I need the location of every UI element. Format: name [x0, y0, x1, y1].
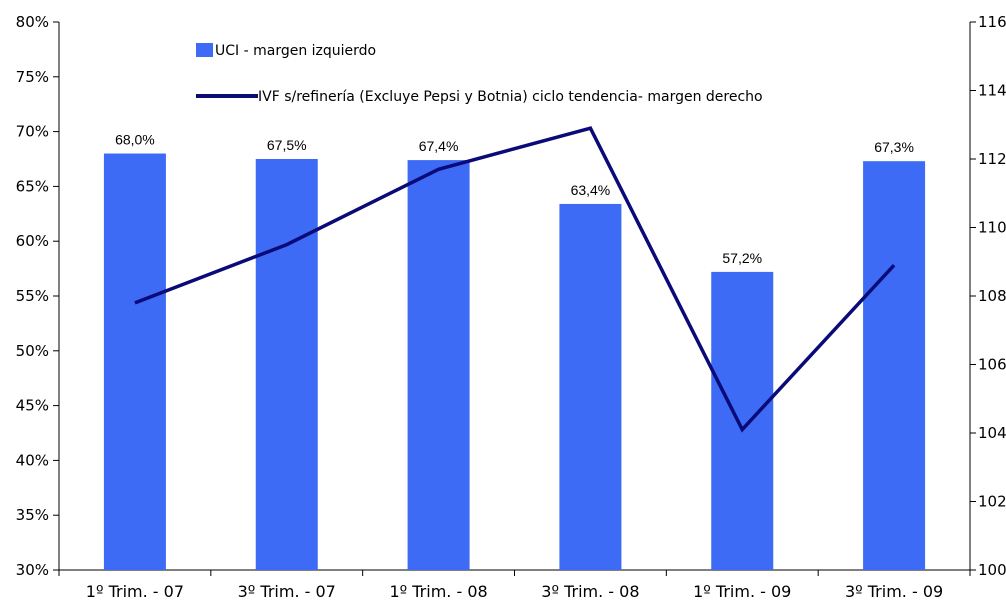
y-right-tick-label: 112 [978, 150, 1006, 168]
line-path [134, 126, 896, 433]
bar [407, 160, 470, 570]
y-right-tick-label: 102 [978, 493, 1006, 511]
y-right-tick-label: 106 [978, 356, 1006, 374]
x-tick-label: 3º Trim. - 09 [845, 582, 943, 601]
axes: 30% 35% 40% 45% 50% 55% 60% 65% 70% 75% 80% 100 102 1… [16, 13, 1006, 601]
bar-data-label: 57,2% [722, 250, 762, 266]
y-right-tick-label: 116 [978, 13, 1006, 31]
bar-data-label: 68,0% [115, 132, 155, 148]
legend: UCI - margen izquierdo IVF s/refinería (… [196, 43, 763, 105]
x-tick-label: 1º Trim. - 08 [389, 582, 487, 601]
y-left-tick-label: 45% [16, 397, 49, 415]
y-right-tick-label: 110 [978, 219, 1006, 237]
x-tick-label: 1º Trim. - 07 [86, 582, 184, 601]
x-tick-label: 3º Trim. - 08 [541, 582, 639, 601]
y-left-tick-label: 40% [16, 451, 49, 469]
line-series [134, 126, 896, 433]
y-right-tick-label: 108 [978, 287, 1006, 305]
bar [711, 271, 774, 570]
y-left-tick-label: 35% [16, 506, 49, 524]
y-left-tick-label: 80% [16, 13, 49, 31]
y-left-tick-label: 60% [16, 232, 49, 250]
bar [559, 203, 622, 570]
bar [863, 161, 926, 570]
bar-data-label: 67,5% [267, 137, 307, 153]
bar-data-label: 67,3% [874, 139, 914, 155]
x-tick-label: 3º Trim. - 07 [238, 582, 336, 601]
y-right-tick-label: 104 [978, 424, 1006, 442]
bar-data-label: 63,4% [571, 182, 611, 198]
legend-label-bar: UCI - margen izquierdo [215, 43, 376, 59]
x-tick-label: 1º Trim. - 09 [693, 582, 791, 601]
y-left-tick-label: 55% [16, 287, 49, 305]
bar [255, 159, 318, 570]
bar [103, 153, 166, 570]
y-left-tick-label: 70% [16, 123, 49, 141]
bar-series [103, 153, 926, 570]
y-left-tick-label: 65% [16, 177, 49, 195]
bar-data-label: 67,4% [419, 138, 459, 154]
legend-label-line: IVF s/refinería (Excluye Pepsi y Botnia)… [258, 89, 763, 105]
y-right-tick-label: 100 [978, 561, 1006, 579]
y-right-tick-label: 114 [978, 82, 1006, 100]
y-left-tick-label: 75% [16, 68, 49, 86]
bar-data-labels: 68,0% 67,5% 67,4% 63,4% 57,2% 67,3% [115, 132, 914, 266]
y-left-tick-label: 50% [16, 342, 49, 360]
legend-swatch-bar [196, 43, 213, 57]
y-left-tick-label: 30% [16, 561, 49, 579]
